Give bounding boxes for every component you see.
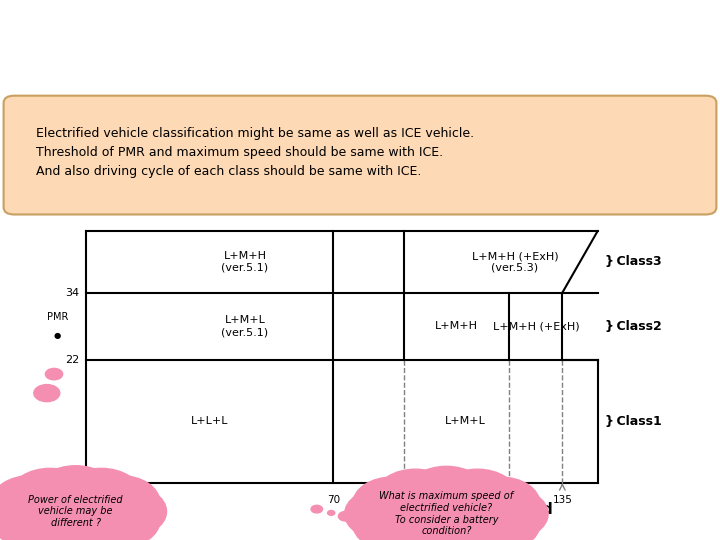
Circle shape: [55, 505, 113, 540]
Circle shape: [458, 498, 516, 537]
Circle shape: [10, 502, 89, 540]
Text: L+M+H: L+M+H: [435, 321, 478, 331]
Text: L+M+H
(ver.5.1): L+M+H (ver.5.1): [222, 251, 269, 273]
Circle shape: [447, 485, 505, 523]
Circle shape: [22, 483, 80, 521]
Text: } Class3: } Class3: [605, 255, 662, 268]
Circle shape: [71, 483, 129, 521]
Circle shape: [34, 384, 60, 402]
Circle shape: [388, 485, 446, 523]
Text: 22: 22: [65, 355, 79, 365]
Text: 135: 135: [552, 495, 572, 505]
Circle shape: [376, 469, 455, 522]
Circle shape: [447, 505, 505, 540]
Circle shape: [377, 498, 435, 537]
Text: PMR: PMR: [47, 312, 68, 322]
Circle shape: [376, 506, 455, 540]
Circle shape: [71, 502, 129, 540]
Circle shape: [45, 368, 63, 380]
Circle shape: [10, 468, 89, 521]
Circle shape: [36, 465, 115, 518]
Circle shape: [397, 481, 496, 540]
Circle shape: [338, 511, 353, 521]
Circle shape: [407, 509, 464, 540]
Circle shape: [36, 505, 115, 540]
Circle shape: [407, 509, 486, 540]
Text: } Class2: } Class2: [605, 320, 662, 333]
Circle shape: [35, 484, 117, 538]
Circle shape: [80, 489, 138, 527]
Circle shape: [62, 468, 141, 521]
Text: L+M+L
(ver.5.1): L+M+L (ver.5.1): [222, 315, 269, 337]
Circle shape: [14, 496, 71, 534]
Circle shape: [353, 498, 432, 540]
Text: L+L+L: L+L+L: [191, 416, 228, 427]
Circle shape: [353, 477, 432, 529]
Circle shape: [461, 477, 540, 529]
Circle shape: [345, 488, 424, 540]
Text: Vehicle classification for Electrified vehicle: Vehicle classification for Electrified v…: [22, 18, 698, 46]
Circle shape: [87, 485, 166, 538]
Text: 34: 34: [65, 288, 79, 298]
Circle shape: [428, 509, 486, 540]
Circle shape: [388, 505, 446, 540]
Circle shape: [311, 505, 323, 513]
Text: Maximum speed: Maximum speed: [413, 502, 553, 517]
Circle shape: [38, 505, 96, 540]
Circle shape: [458, 491, 516, 529]
Text: L+M+H (+ExH): L+M+H (+ExH): [492, 321, 579, 331]
Text: 70: 70: [327, 495, 340, 505]
Circle shape: [407, 467, 486, 518]
Circle shape: [438, 506, 517, 540]
Text: What is maximum speed of
electrified vehicle?
To consider a battery
condition?: What is maximum speed of electrified veh…: [379, 491, 513, 536]
Circle shape: [0, 476, 71, 528]
Circle shape: [55, 480, 113, 518]
Circle shape: [407, 481, 464, 519]
Text: 120: 120: [500, 495, 519, 505]
Circle shape: [377, 491, 435, 529]
Text: Electrified vehicle classification might be same as well as ICE vehicle.
Thresho: Electrified vehicle classification might…: [36, 127, 474, 178]
Text: 90: 90: [397, 495, 410, 505]
Circle shape: [428, 481, 486, 519]
Circle shape: [81, 495, 160, 540]
Circle shape: [38, 480, 96, 518]
Circle shape: [0, 485, 64, 538]
Text: } Class1: } Class1: [605, 415, 662, 428]
Circle shape: [62, 502, 141, 540]
Circle shape: [80, 496, 138, 534]
Circle shape: [14, 489, 71, 527]
Circle shape: [328, 510, 335, 515]
Text: ●: ●: [54, 331, 61, 340]
Circle shape: [81, 476, 160, 528]
Circle shape: [461, 498, 540, 540]
Circle shape: [22, 502, 80, 540]
Text: L+M+H (+ExH)
(ver.5.3): L+M+H (+ExH) (ver.5.3): [472, 251, 559, 273]
Circle shape: [469, 488, 548, 540]
Circle shape: [438, 469, 517, 522]
FancyBboxPatch shape: [4, 96, 716, 214]
Circle shape: [0, 495, 71, 540]
Text: L+M+L: L+M+L: [445, 416, 486, 427]
Text: Power of electrified
vehicle may be
different ?: Power of electrified vehicle may be diff…: [28, 495, 123, 528]
